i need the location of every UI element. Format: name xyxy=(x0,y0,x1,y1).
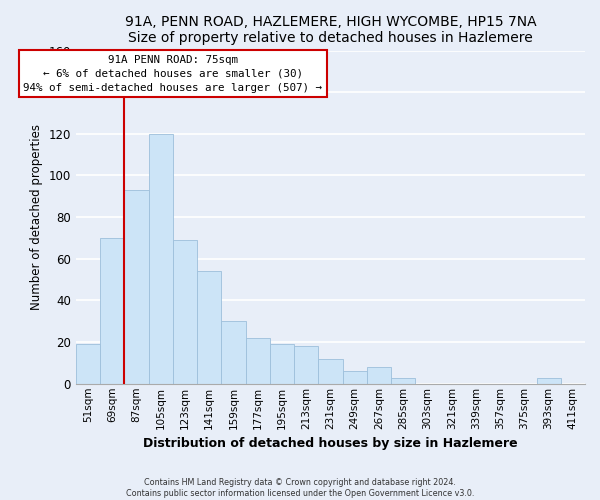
Bar xyxy=(221,322,245,384)
Bar xyxy=(343,372,367,384)
Bar xyxy=(391,378,415,384)
Bar xyxy=(319,359,343,384)
Bar xyxy=(245,338,270,384)
Bar xyxy=(270,344,294,384)
Text: 91A PENN ROAD: 75sqm
← 6% of detached houses are smaller (30)
94% of semi-detach: 91A PENN ROAD: 75sqm ← 6% of detached ho… xyxy=(23,54,322,92)
Bar xyxy=(294,346,319,384)
Bar xyxy=(197,272,221,384)
Y-axis label: Number of detached properties: Number of detached properties xyxy=(30,124,43,310)
Bar xyxy=(124,190,149,384)
X-axis label: Distribution of detached houses by size in Hazlemere: Distribution of detached houses by size … xyxy=(143,437,518,450)
Bar xyxy=(76,344,100,384)
Bar xyxy=(100,238,124,384)
Bar xyxy=(536,378,561,384)
Text: Contains HM Land Registry data © Crown copyright and database right 2024.
Contai: Contains HM Land Registry data © Crown c… xyxy=(126,478,474,498)
Bar xyxy=(149,134,173,384)
Bar xyxy=(367,367,391,384)
Title: 91A, PENN ROAD, HAZLEMERE, HIGH WYCOMBE, HP15 7NA
Size of property relative to d: 91A, PENN ROAD, HAZLEMERE, HIGH WYCOMBE,… xyxy=(125,15,536,45)
Bar xyxy=(173,240,197,384)
